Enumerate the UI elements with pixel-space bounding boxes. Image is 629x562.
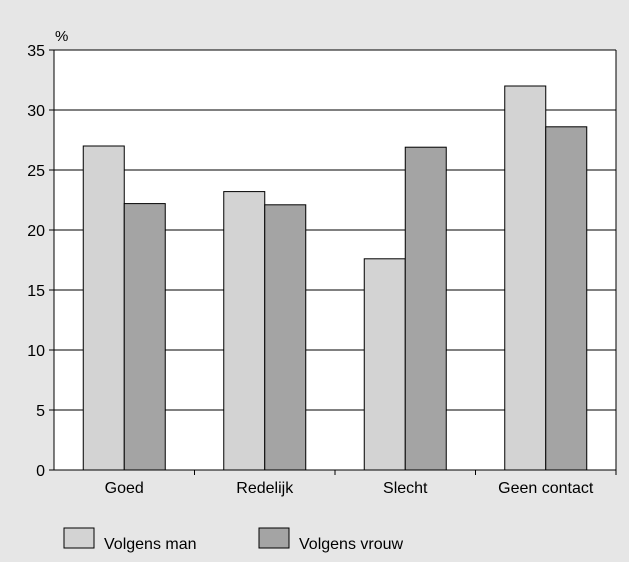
y-axis-label: %	[55, 28, 68, 45]
x-tick-label: Geen contact	[498, 480, 594, 497]
x-tick-labels: Goed Redelijk Slecht Geen contact	[105, 470, 617, 497]
bar	[82, 145, 125, 471]
legend-swatch	[63, 527, 95, 549]
y-tick-label: 0	[36, 463, 45, 480]
x-tick-label: Goed	[105, 480, 144, 497]
legend-label: Volgens vrouw	[299, 536, 404, 553]
y-tick-label: 20	[27, 223, 45, 240]
bar	[223, 191, 266, 471]
y-tick-label: 25	[27, 163, 45, 180]
y-tick-label: 10	[27, 343, 45, 360]
bar	[363, 258, 406, 471]
bar	[264, 204, 307, 471]
y-tick-label: 15	[27, 283, 45, 300]
legend-swatch	[258, 527, 290, 549]
y-tick-label: 30	[27, 103, 45, 120]
y-tick-labels: 0 5 10 15 20 25 30 35	[27, 43, 54, 480]
y-tick-label: 35	[27, 43, 45, 60]
legend-label: Volgens man	[104, 536, 197, 553]
bar	[504, 85, 547, 471]
x-tick-label: Slecht	[383, 480, 428, 497]
legend: Volgens man Volgens vrouw	[63, 527, 404, 553]
x-tick-label: Redelijk	[236, 480, 294, 497]
bar	[404, 146, 447, 471]
y-tick-label: 5	[36, 403, 45, 420]
bar	[123, 203, 166, 471]
bar	[545, 126, 588, 471]
